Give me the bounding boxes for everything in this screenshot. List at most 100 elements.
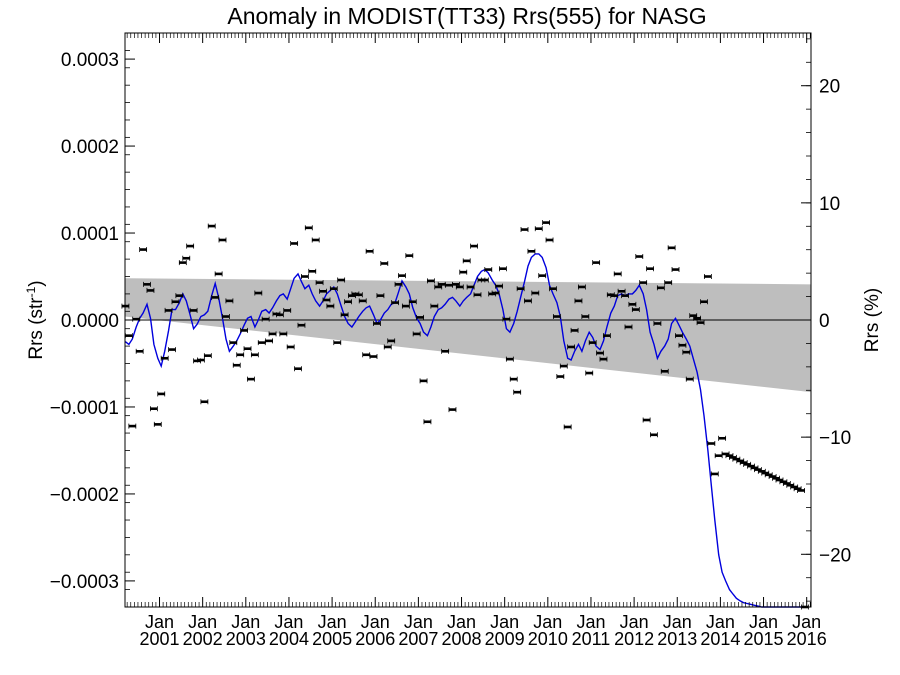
monthly-point — [556, 374, 565, 380]
x-tick-label-month: Jan — [576, 612, 605, 632]
monthly-point — [646, 266, 654, 272]
chart-title: Anomaly in MODIST(TT33) Rrs(555) for NAS… — [227, 3, 706, 29]
monthly-point — [243, 346, 252, 352]
monthly-point — [527, 248, 536, 254]
monthly-point — [499, 266, 507, 272]
monthly-point — [603, 333, 611, 339]
monthly-point — [315, 280, 324, 286]
x-tick-label-month: Jan — [145, 612, 174, 632]
monthly-point — [516, 286, 525, 292]
monthly-point — [171, 299, 180, 305]
monthly-point — [294, 366, 302, 372]
monthly-point — [207, 223, 216, 229]
monthly-point — [675, 333, 683, 339]
x-tick-label-month: Jan — [749, 612, 778, 632]
monthly-point — [470, 243, 478, 249]
monthly-point — [581, 314, 590, 320]
x-tick-label-month: Jan — [706, 612, 735, 632]
monthly-point — [599, 356, 608, 362]
monthly-point — [509, 376, 518, 382]
x-tick-label-month: Jan — [361, 612, 390, 632]
monthly-point — [132, 316, 141, 322]
monthly-point — [650, 432, 658, 438]
monthly-point — [714, 453, 723, 459]
monthly-point — [628, 301, 637, 307]
monthly-point — [534, 226, 543, 232]
monthly-point — [466, 284, 475, 290]
right-tick-label: 0 — [819, 311, 830, 332]
monthly-point — [340, 312, 349, 318]
monthly-point — [588, 340, 597, 346]
monthly-point — [441, 348, 450, 354]
monthly-point — [430, 303, 439, 309]
monthly-point — [354, 292, 363, 298]
monthly-point — [250, 352, 259, 358]
monthly-point — [236, 352, 245, 358]
monthly-point — [491, 290, 500, 296]
monthly-point — [329, 286, 338, 292]
monthly-point — [531, 290, 540, 296]
left-tick-label: 0.0001 — [61, 224, 119, 245]
monthly-point — [552, 314, 561, 320]
x-tick-label-month: Jan — [231, 612, 260, 632]
monthly-point — [656, 285, 665, 291]
monthly-point — [398, 273, 406, 279]
monthly-point — [570, 327, 579, 333]
monthly-point — [610, 293, 619, 299]
monthly-point — [473, 292, 482, 298]
monthly-point — [693, 315, 701, 321]
monthly-point — [214, 271, 223, 277]
monthly-point — [455, 284, 464, 290]
monthly-point — [653, 320, 662, 326]
x-tick-label-month: Jan — [188, 612, 217, 632]
monthly-point — [416, 314, 425, 320]
monthly-point — [247, 376, 255, 382]
monthly-point — [308, 268, 317, 274]
monthly-point — [671, 267, 680, 273]
monthly-point — [182, 255, 191, 261]
monthly-point — [513, 389, 522, 395]
monthly-point — [718, 435, 727, 441]
monthly-point — [326, 303, 335, 309]
x-tick-label-month: Jan — [792, 612, 821, 632]
running-mean-line — [124, 253, 805, 608]
monthly-point — [304, 225, 313, 231]
monthly-point — [143, 281, 151, 287]
y-axis-label-right: Rrs (%) — [862, 288, 883, 352]
monthly-point — [150, 406, 158, 412]
monthly-point — [682, 349, 691, 355]
x-tick-label-year: 2007 — [398, 629, 438, 649]
monthly-point — [279, 331, 288, 337]
monthly-point — [419, 378, 428, 384]
left-tick-label: −0.0002 — [50, 485, 119, 506]
monthly-point — [229, 340, 238, 346]
monthly-point — [563, 424, 572, 430]
right-tick-label: 20 — [819, 77, 840, 98]
monthly-point — [297, 322, 306, 328]
monthly-point — [707, 440, 716, 446]
monthly-point — [408, 299, 417, 305]
x-tick-label-month: Jan — [447, 612, 476, 632]
monthly-point — [261, 316, 270, 322]
x-tick-label-year: 2015 — [744, 629, 784, 649]
monthly-point — [337, 277, 346, 283]
monthly-point — [362, 352, 371, 358]
monthly-point — [383, 344, 392, 350]
left-tick-label: 0.0000 — [61, 311, 119, 332]
monthly-point — [301, 274, 309, 280]
x-tick-label-month: Jan — [274, 612, 303, 632]
x-tick-label-year: 2003 — [226, 629, 266, 649]
x-tick-label-month: Jan — [318, 612, 347, 632]
monthly-point — [559, 363, 568, 369]
monthly-point — [240, 327, 248, 333]
x-tick-label-year: 2004 — [269, 629, 309, 649]
monthly-point — [254, 290, 263, 296]
monthly-point — [797, 487, 805, 493]
left-tick-label: 0.0003 — [61, 50, 119, 71]
monthly-point — [617, 288, 626, 294]
monthly-point — [700, 299, 708, 305]
monthly-point — [405, 253, 414, 259]
monthly-point — [412, 331, 421, 337]
x-tick-label-year: 2011 — [572, 629, 611, 649]
monthly-point — [685, 376, 694, 382]
